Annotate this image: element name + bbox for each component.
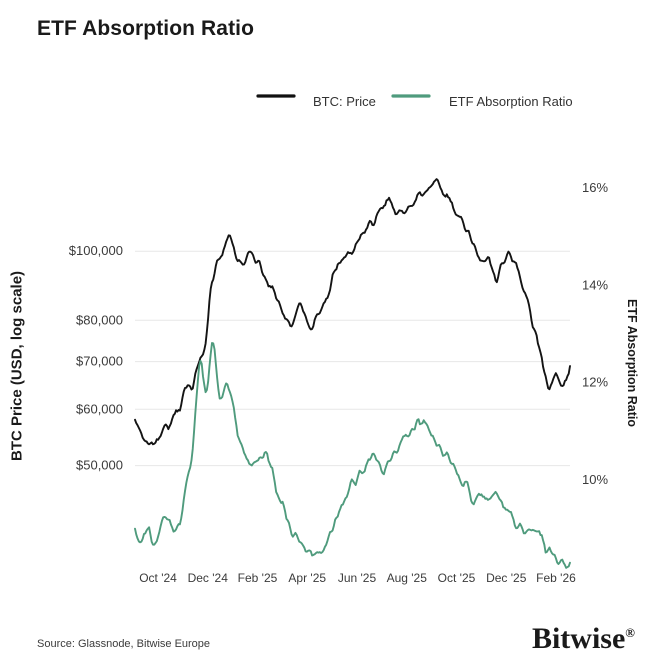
svg-text:Feb '26: Feb '26 xyxy=(536,571,576,585)
svg-text:$100,000: $100,000 xyxy=(69,243,123,258)
svg-text:16%: 16% xyxy=(582,180,608,195)
svg-text:12%: 12% xyxy=(582,375,608,390)
svg-text:$50,000: $50,000 xyxy=(76,458,123,473)
svg-text:Apr '25: Apr '25 xyxy=(288,571,326,585)
svg-text:Jun '25: Jun '25 xyxy=(338,571,377,585)
svg-text:Oct '24: Oct '24 xyxy=(139,571,177,585)
svg-text:Oct '25: Oct '25 xyxy=(438,571,476,585)
svg-text:Dec '25: Dec '25 xyxy=(486,571,527,585)
svg-text:14%: 14% xyxy=(582,277,608,292)
svg-text:$60,000: $60,000 xyxy=(76,401,123,416)
svg-text:Dec '24: Dec '24 xyxy=(188,571,229,585)
svg-text:$70,000: $70,000 xyxy=(76,354,123,369)
svg-text:10%: 10% xyxy=(582,472,608,487)
svg-text:$80,000: $80,000 xyxy=(76,312,123,327)
svg-text:Feb '25: Feb '25 xyxy=(238,571,278,585)
svg-text:Aug '25: Aug '25 xyxy=(387,571,428,585)
